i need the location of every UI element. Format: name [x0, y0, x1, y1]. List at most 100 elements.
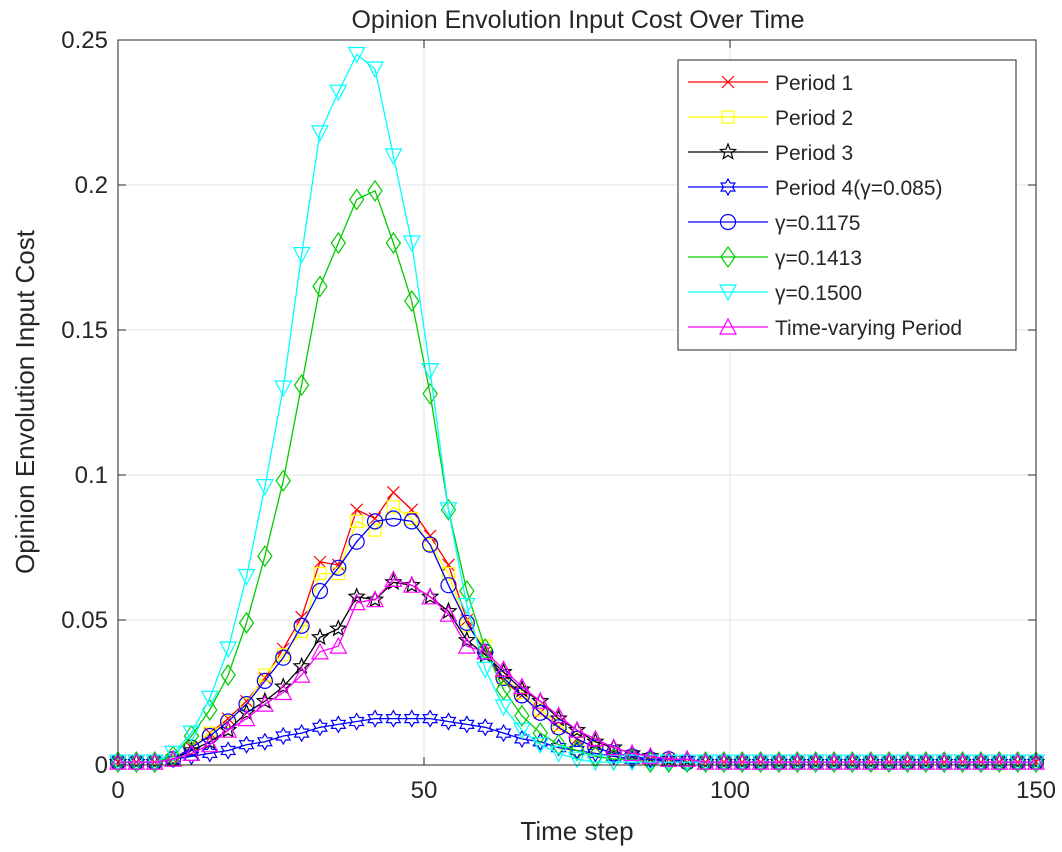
data-point — [347, 46, 366, 64]
data-point — [880, 752, 899, 770]
data-point — [881, 751, 897, 774]
data-point — [990, 752, 1009, 770]
data-point — [329, 636, 348, 654]
series-line — [118, 517, 1036, 763]
data-point — [549, 745, 568, 763]
data-point — [384, 570, 403, 587]
data-point — [788, 752, 807, 770]
data-point — [623, 754, 642, 772]
data-point — [182, 725, 201, 743]
data-point — [312, 275, 328, 298]
data-point — [385, 709, 402, 728]
legend-label: γ=0.1175 — [775, 212, 860, 235]
data-point — [221, 714, 235, 729]
data-point — [659, 749, 678, 767]
legend-label: γ=0.1413 — [775, 247, 862, 270]
data-point — [421, 363, 440, 380]
data-point — [311, 582, 329, 600]
data-point — [329, 619, 348, 637]
data-point — [237, 568, 256, 586]
data-point — [238, 735, 255, 754]
data-point — [200, 735, 219, 753]
data-point — [330, 715, 347, 734]
legend-label: Period 4(γ=0.085) — [775, 177, 943, 200]
data-point — [751, 752, 770, 770]
data-point — [899, 751, 916, 774]
data-point — [203, 726, 217, 740]
data-point — [458, 614, 475, 632]
data-point — [718, 142, 738, 160]
data-point — [313, 555, 327, 569]
data-point — [696, 752, 715, 770]
data-point — [733, 752, 752, 770]
data-point — [476, 661, 495, 679]
data-point — [384, 572, 403, 591]
data-point — [459, 579, 475, 603]
data-point — [439, 502, 458, 520]
data-point — [586, 754, 605, 772]
x-axis-label: Time step — [520, 816, 633, 846]
data-point — [512, 722, 531, 740]
data-point — [255, 694, 274, 712]
data-point — [918, 751, 934, 774]
data-point — [421, 587, 440, 605]
y-tick-label: 0.05 — [61, 607, 108, 634]
data-point — [936, 751, 952, 774]
data-point — [861, 752, 880, 770]
data-point — [531, 737, 550, 754]
data-point — [439, 604, 458, 622]
data-point — [697, 751, 714, 774]
data-point — [365, 590, 385, 608]
data-point — [935, 752, 954, 770]
data-point — [641, 754, 660, 772]
data-point — [570, 732, 584, 746]
data-point — [386, 500, 400, 514]
legend-label: Period 1 — [775, 72, 853, 95]
data-point — [219, 720, 238, 738]
data-point — [292, 247, 311, 264]
data-point — [514, 704, 530, 727]
data-point — [386, 485, 400, 499]
y-axis-label: Opinion Envolution Input Cost — [10, 229, 40, 574]
x-tick-label: 150 — [1016, 777, 1056, 804]
data-point — [220, 741, 237, 760]
data-point — [586, 729, 605, 747]
data-point — [310, 642, 329, 660]
legend-label: Period 3 — [775, 142, 853, 165]
data-point — [275, 469, 291, 492]
data-point — [512, 677, 531, 695]
data-point — [440, 498, 457, 521]
data-point — [532, 704, 549, 721]
plot-frame — [117, 39, 1037, 766]
series-2 — [111, 500, 1043, 769]
data-point — [495, 669, 512, 687]
data-point — [457, 636, 476, 654]
data-point — [366, 590, 385, 608]
data-point — [293, 374, 310, 397]
data-point — [256, 672, 273, 690]
data-point — [587, 745, 604, 768]
data-point — [348, 188, 365, 211]
data-point — [219, 641, 238, 659]
data-point — [789, 751, 806, 774]
data-point — [898, 752, 917, 770]
data-point — [642, 751, 659, 774]
data-point — [916, 752, 935, 770]
data-point — [385, 231, 402, 255]
y-tick-label: 0.15 — [61, 317, 108, 344]
y-tick-label: 0 — [95, 752, 108, 779]
data-point — [719, 213, 737, 231]
data-point — [310, 125, 329, 143]
data-point — [569, 741, 585, 760]
data-point — [145, 752, 164, 770]
data-point — [714, 752, 733, 770]
data-point — [1027, 752, 1045, 770]
data-point — [494, 699, 513, 717]
data-point — [255, 479, 274, 496]
data-point — [752, 751, 769, 774]
data-point — [806, 752, 825, 770]
data-point — [292, 665, 311, 683]
data-point — [201, 727, 218, 745]
data-point — [384, 148, 403, 166]
